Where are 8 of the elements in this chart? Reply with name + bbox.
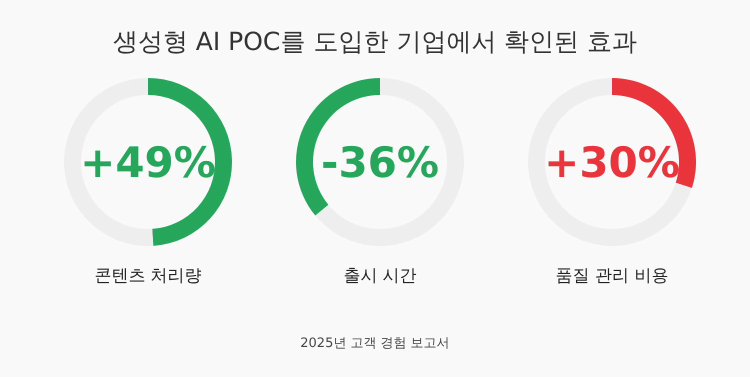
text: 생성형 AI POC를 도입한 기업에서 확인된 효과 [112,27,638,56]
text: 콘텐츠 처리량 [94,266,202,286]
text: +49% [80,138,216,187]
text: 출시 시간 [343,266,417,286]
text: 품질 관리 비용 [556,266,668,286]
text: 2025년 고객 경험 보고서 [300,336,450,351]
text: +30% [544,138,680,187]
text: -36% [321,138,439,187]
